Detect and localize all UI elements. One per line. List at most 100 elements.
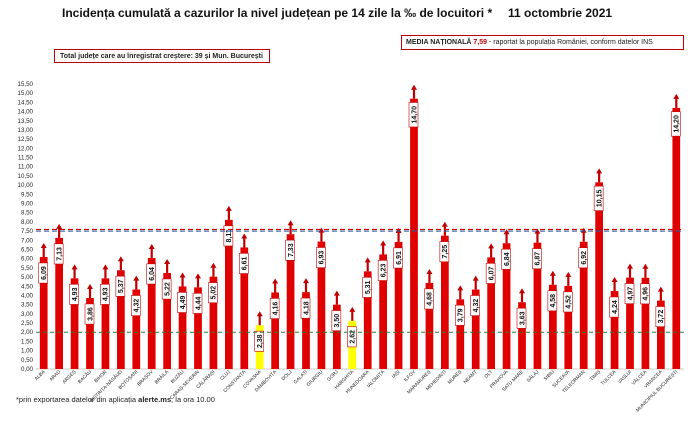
increase-arrow-head (179, 272, 186, 278)
value-label-text: 4,68 (427, 292, 434, 306)
value-label: 4,96 (640, 283, 650, 305)
category-label: TIMIȘ (589, 369, 602, 382)
value-label: 5,31 (362, 276, 373, 298)
y-tick-label: 12,00 (18, 145, 34, 152)
value-label: 4,93 (100, 283, 110, 305)
footnote-suffix: , la ora 10.00 (171, 395, 215, 404)
value-label-box (424, 288, 434, 310)
increase-arrow-head (256, 311, 263, 317)
y-tick-label: 2,00 (21, 329, 34, 336)
increase-arrow-head (611, 277, 618, 283)
y-tick-label: 1,00 (21, 348, 34, 355)
value-label-box (655, 306, 666, 328)
value-label-box (177, 292, 187, 313)
increase-count-label: Total județe care au înregistrat creșter… (60, 53, 193, 60)
value-label-box (130, 295, 141, 316)
bar-satu-mare (518, 302, 526, 369)
bar-olt (487, 257, 495, 369)
value-label-box (408, 102, 419, 128)
value-label: 7,25 (439, 241, 450, 263)
value-label-box (485, 262, 496, 284)
value-label-text: 7,33 (288, 243, 295, 257)
value-label-box (38, 262, 49, 284)
value-label-text: 6,07 (488, 266, 495, 280)
value-label-text: 14,70 (411, 106, 418, 124)
bar-br-ila (163, 273, 171, 369)
bar-municipiul-bucure-ti (672, 107, 681, 369)
category-label: MUREȘ (447, 369, 463, 385)
category-label: ILFOV (403, 369, 418, 384)
value-label-box (562, 291, 573, 313)
increase-arrow-head (642, 263, 649, 269)
bar-v-lcea (641, 277, 650, 369)
value-label: 7,33 (285, 239, 295, 261)
increase-arrow-head (102, 264, 109, 270)
y-tick-label: 8,50 (21, 210, 34, 217)
y-tick-label: 5,00 (21, 274, 34, 281)
bar-prahova (502, 243, 511, 369)
value-label: 6,07 (485, 262, 496, 284)
category-label: IAȘI (391, 369, 402, 380)
value-label-text: 6,87 (535, 252, 542, 266)
value-label-box (362, 276, 373, 298)
increase-arrow-head (457, 285, 464, 291)
increase-arrow-head (303, 278, 309, 284)
increase-arrow-head (488, 243, 495, 249)
value-label: 6,93 (316, 247, 326, 268)
category-label: ARAD (48, 369, 62, 383)
increase-arrow-head (673, 93, 680, 99)
national-average-box: MEDIA NAȚIONALĂ 7,59 - raportat la popul… (401, 35, 684, 50)
value-label-text: 5,22 (164, 282, 171, 296)
y-tick-label: 4,50 (21, 283, 34, 290)
increase-arrow-head (318, 227, 325, 233)
value-label-text: 4,93 (103, 287, 110, 301)
value-label-text: 10,15 (596, 190, 603, 208)
value-label-text: 3,50 (334, 314, 341, 328)
value-label-text: 4,97 (627, 287, 634, 301)
increase-arrow-head (210, 262, 217, 268)
bar-cluj (225, 219, 233, 369)
value-label-box (161, 278, 172, 300)
value-label: 14,70 (408, 102, 419, 128)
bar-arad (55, 237, 63, 369)
footnote: *prin exportarea datelor din aplicația a… (16, 395, 215, 404)
value-label-box (670, 111, 681, 137)
value-label-text: 2,38 (257, 334, 264, 348)
value-label-text: 5,31 (365, 280, 372, 294)
y-tick-label: 13,00 (18, 127, 34, 134)
increase-arrow-head (596, 168, 603, 174)
bar-gala-i (302, 292, 310, 369)
y-tick-label: 0,50 (21, 357, 34, 364)
bar-mure- (456, 299, 465, 369)
value-label-box (377, 260, 388, 281)
national-average-text: - raportat la populația României, confor… (489, 39, 653, 46)
category-label: ALBA (34, 369, 47, 382)
value-label-box (238, 253, 249, 274)
value-label: 14,20 (670, 111, 681, 137)
value-label-text: 6,84 (504, 252, 511, 266)
category-label: GIURGIU (306, 369, 325, 388)
value-label: 4,32 (130, 295, 141, 316)
increase-arrow-head (627, 263, 633, 269)
increase-arrow-head (364, 257, 371, 263)
bar-buz-u (178, 286, 187, 369)
bar-bihor (101, 278, 110, 369)
bar-tulcea (610, 291, 619, 369)
value-label-text: 6,93 (319, 251, 326, 265)
value-label-box (146, 263, 157, 285)
category-label: BACĂU (76, 368, 93, 385)
value-label-text: 3,86 (87, 307, 94, 321)
value-label-text: 4,16 (272, 302, 279, 316)
y-tick-label: 4,00 (21, 292, 34, 299)
value-label: 4,58 (547, 290, 558, 312)
y-tick-label: 6,50 (21, 246, 34, 253)
value-label: 6,23 (377, 260, 388, 281)
value-label: 4,49 (177, 292, 187, 313)
bar-sibiu (549, 284, 557, 369)
y-tick-label: 10,00 (18, 182, 34, 189)
increase-arrow-head (472, 275, 479, 281)
increase-arrow-head (164, 259, 171, 265)
bar-giurgiu (317, 241, 326, 369)
increase-arrow-head (241, 233, 248, 239)
y-tick-label: 13,50 (18, 118, 34, 125)
